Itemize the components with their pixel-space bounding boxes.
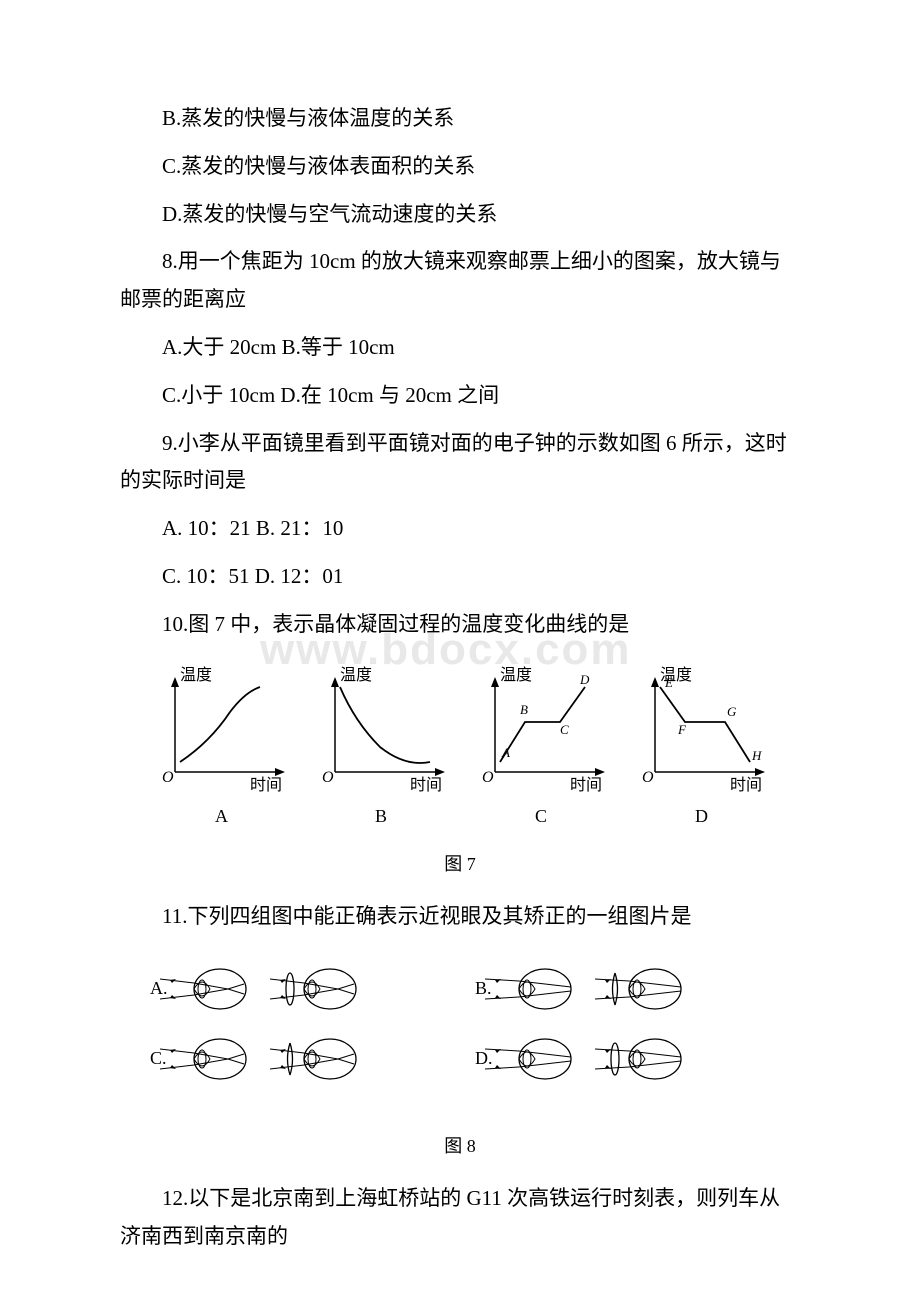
svg-text:H: H xyxy=(751,748,762,763)
opt-a-group: A. xyxy=(150,969,356,1009)
svg-text:O: O xyxy=(162,769,174,786)
q7-option-d: D.蒸发的快慢与空气流动速度的关系 xyxy=(120,196,800,234)
q8-stem: 8.用一个焦距为 10cm 的放大镜来观察邮票上细小的图案，放大镜与邮票的距离应 xyxy=(120,243,800,319)
q9-opts-ab: A. 10：21 B. 21：10 xyxy=(120,510,800,548)
q9-opts-cd: C. 10：51 D. 12：01 xyxy=(120,558,800,596)
opt-b-group: B. xyxy=(475,969,681,1009)
axis-y-label: 温度 xyxy=(180,666,212,684)
q12-stem: 12.以下是北京南到上海虹桥站的 G11 次高铁运行时刻表，则列车从济南西到南京… xyxy=(120,1180,800,1256)
axis-x-label: 时间 xyxy=(250,776,282,794)
panel-c: 温度 O 时间 A B C D C xyxy=(482,666,605,826)
svg-text:C.: C. xyxy=(150,1048,167,1068)
figure-7: 温度 O 时间 A 温度 O 时间 B xyxy=(120,662,800,880)
svg-text:时间: 时间 xyxy=(730,776,762,794)
panel-b: 温度 O 时间 B xyxy=(322,666,445,826)
q10-stem: 10.图 7 中，表示晶体凝固过程的温度变化曲线的是 xyxy=(120,606,800,644)
panel-c-label: C xyxy=(535,806,547,826)
q8-opts-ab: A.大于 20cm B.等于 10cm xyxy=(120,329,800,367)
q9-stem: 9.小李从平面镜里看到平面镜对面的电子钟的示数如图 6 所示，这时的实际时间是 xyxy=(120,425,800,501)
svg-text:C: C xyxy=(560,722,569,737)
q7-option-b: B.蒸发的快慢与液体温度的关系 xyxy=(120,100,800,138)
svg-text:O: O xyxy=(642,769,654,786)
opt-d-group: D. xyxy=(475,1039,681,1079)
svg-text:O: O xyxy=(482,769,494,786)
svg-text:温度: 温度 xyxy=(340,666,372,684)
svg-text:时间: 时间 xyxy=(410,776,442,794)
q11-stem: 11.下列四组图中能正确表示近视眼及其矫正的一组图片是 xyxy=(120,898,800,936)
svg-text:D: D xyxy=(579,672,590,687)
figure-7-svg: 温度 O 时间 A 温度 O 时间 B xyxy=(140,662,780,842)
svg-text:B.: B. xyxy=(475,978,492,998)
q8-opts-cd: C.小于 10cm D.在 10cm 与 20cm 之间 xyxy=(120,377,800,415)
panel-d: 温度 O 时间 E F G H D xyxy=(642,666,765,826)
svg-text:B: B xyxy=(520,702,528,717)
figure-8: A. B. C. D. 图 8 xyxy=(120,954,800,1162)
svg-text:F: F xyxy=(677,722,687,737)
figure-8-caption: 图 8 xyxy=(120,1130,800,1162)
q7-option-c: C.蒸发的快慢与液体表面积的关系 xyxy=(120,148,800,186)
opt-c-group: C. xyxy=(150,1039,356,1079)
figure-8-svg: A. B. C. D. xyxy=(140,954,780,1124)
svg-text:时间: 时间 xyxy=(570,776,602,794)
figure-7-caption: 图 7 xyxy=(120,848,800,880)
svg-text:A.: A. xyxy=(150,978,168,998)
panel-a: 温度 O 时间 A xyxy=(162,666,285,826)
svg-text:D.: D. xyxy=(475,1048,493,1068)
panel-a-label: A xyxy=(215,806,228,826)
panel-d-label: D xyxy=(695,806,708,826)
svg-text:温度: 温度 xyxy=(500,666,532,684)
panel-b-label: B xyxy=(375,806,387,826)
document: www.bdocx.com B.蒸发的快慢与液体温度的关系 C.蒸发的快慢与液体… xyxy=(120,100,800,1256)
svg-text:A: A xyxy=(501,745,510,760)
svg-text:G: G xyxy=(727,704,737,719)
svg-text:O: O xyxy=(322,769,334,786)
svg-text:E: E xyxy=(664,675,673,690)
